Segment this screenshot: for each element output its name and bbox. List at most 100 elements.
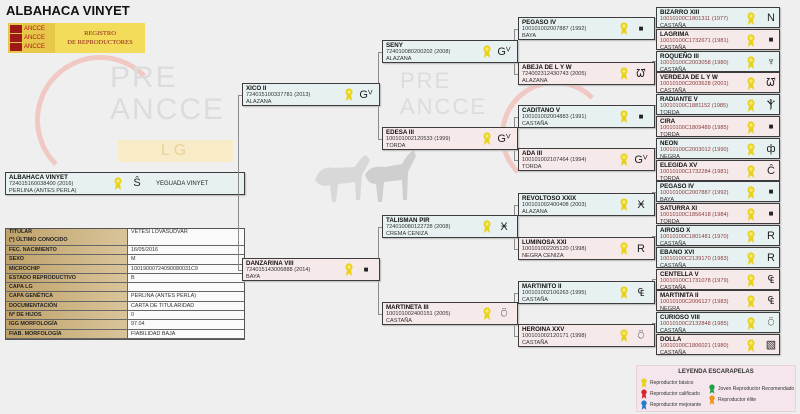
pedigree-horse-card[interactable]: HEROINA XXV 100101002120171 (1998) CASTAÑA… <box>518 324 655 347</box>
pedigree-horse-card[interactable]: ROQUEÑO III 10010100C2003058 (1980) CASTAÑ… <box>656 50 780 72</box>
pedigree-horse-card[interactable]: MARTINITO II 100101002106263 (1995) CASTAÑ… <box>518 281 655 304</box>
info-label: CAPA LG <box>6 283 128 292</box>
ribbon-yellow-icon <box>620 110 628 123</box>
pedigree-horse-card[interactable]: LAGRIMA 10010100C1732671 (1981) CASTAÑA ■ <box>656 28 780 50</box>
horse-id: 10010100C2003012 (1990) <box>660 146 729 153</box>
LYW-brand-icon: ᘺ <box>636 68 646 80</box>
horse-coat: NEGRA CENIZA <box>522 253 564 259</box>
ribbon-yellow-icon <box>620 67 628 80</box>
ribbon-icon <box>709 395 715 405</box>
CS-brand-icon: ₠ <box>637 287 645 299</box>
square-brand-icon: ■ <box>638 112 644 121</box>
pedigree-horse-card[interactable]: SATURRA XI 10010100C1856418 (1984) TORDA ■ <box>656 203 780 225</box>
pedigree-horse-card[interactable]: TALISMAN PIR 724010080122728 (2008) CREMA … <box>382 215 518 238</box>
horse-coat: CASTAÑA <box>660 241 687 246</box>
horse-coat: CASTAÑA <box>386 318 413 324</box>
ribbon-icon <box>709 384 715 394</box>
info-label: Nº DE HIJOS <box>6 311 128 320</box>
pedigree-horse-card[interactable]: SENY 724010080200202 (2008) ALAZANA Gⱽ <box>382 40 518 63</box>
horse-name: REVOLTOSO XXIX <box>522 195 577 202</box>
pedigree-horse-card[interactable]: EDESA III 100101002120533 (1999) TORDA Gⱽ <box>382 127 518 150</box>
horse-id: 100101002120171 (1998) <box>522 333 587 339</box>
horse-name: HEROINA XXV <box>522 326 565 333</box>
pedigree-horse-card[interactable]: CADITANO V 100101002004883 (1991) CASTAÑA ■ <box>518 105 655 128</box>
horse-id: 100101002106263 (1995) <box>522 290 587 296</box>
subject-horse-card[interactable]: ALBAHACA VINYET 724015160038400 (2016) P… <box>5 172 245 195</box>
horse-info-table: TITULAR (*) ÚLTIMO CONOCIDO VETESI LOVASU… <box>5 228 245 340</box>
pedigree-horse-card[interactable]: MARTINETA III 100101002400151 (2005) CASTA… <box>382 302 518 325</box>
ribbon-yellow-icon <box>620 286 628 299</box>
watermark-text: ANCCE <box>400 94 488 119</box>
square-brand-icon: ■ <box>768 122 774 131</box>
horse-name: CIRA <box>660 118 676 125</box>
legend-label: Reproductor básico <box>650 380 694 386</box>
watermark-text: ANCCE <box>110 93 226 126</box>
pedigree-horse-card[interactable]: CIRA 10010100C1809489 (1985) TORDA ■ <box>656 116 780 137</box>
horse-coat: ALAZANA <box>386 56 412 62</box>
connector-line <box>652 235 656 237</box>
ribbon-legend: LEYENDA ESCARAPELAS Reproductor básico Re… <box>636 365 796 412</box>
pedigree-horse-card[interactable]: XICO II 724015100337781 (2013) ALAZANA Gⱽ <box>242 83 380 106</box>
pedigree-horse-card[interactable]: NEON 10010100C2003012 (1990) NEGRA ф <box>656 137 780 159</box>
info-row: MICROCHIP 10019000724090080031C9 <box>6 264 244 274</box>
horse-name: ROQUEÑO III <box>660 52 699 60</box>
pedigree-horse-card[interactable]: PEGASO IV 10010100C2007887 (1992) BAYA ■ <box>656 181 780 203</box>
horse-id: 724015100337781 (2013) <box>246 92 311 98</box>
breeder-name: YEGUADA VINYET <box>156 181 209 187</box>
ribbon-yellow-icon <box>747 99 755 113</box>
pedigree-horse-card[interactable]: RADIANTE V 10010100C1881152 (1985) TORDA Ⲯ <box>656 94 780 116</box>
horse-name: CADITANO V <box>522 107 561 114</box>
pedigree-horse-card[interactable]: BIZARRO XIII 10010100C1801311 (1977) CASTA… <box>656 7 780 28</box>
pedigree-horse-card[interactable]: VERDEJA DE L Y W 10010100C2003628 (2001) C… <box>656 72 780 94</box>
pedigree-horse-card[interactable]: LUMINOSA XXI 100101002205120 (1998) NEGRA … <box>518 237 655 260</box>
pedigree-horse-card[interactable]: EBANO XVI 10010100C2139170 (1983) CASTAÑA R <box>656 246 780 268</box>
square-brand-icon: ■ <box>363 265 369 274</box>
pedigree-horse-card[interactable]: REVOLTOSO XXIX 100101002400408 (2003) ALAZ… <box>518 193 655 216</box>
info-row: CAPA GENÉTICA PERLINA (ANTES PERLA) <box>6 292 244 302</box>
horse-id: 10010100C2003628 (2001) <box>660 81 729 88</box>
connector-line <box>514 204 518 206</box>
pedigree-horse-card[interactable]: ELEGIDA XV 10010100C1732284 (1981) TORDA Ĉ <box>656 159 780 181</box>
ribbon-yellow-icon <box>747 230 755 243</box>
crown-brand-icon: ♆ <box>766 55 776 68</box>
info-row: Nº DE HIJOS 0 <box>6 311 244 321</box>
pedigree-horse-card[interactable]: ABEJA DE L Y W 724002312430743 (2005) ALAZ… <box>518 62 655 85</box>
info-value: PERLINA (ANTES PERLA) <box>128 292 244 301</box>
legend-label: Reproductor calificado <box>650 391 700 397</box>
ribbon-yellow-icon <box>345 88 353 101</box>
info-row: CAPA LG <box>6 283 244 293</box>
connector-line <box>652 61 656 63</box>
horse-id: 10010100C1801311 (1977) <box>660 16 729 22</box>
horse-coat: TORDA <box>660 110 680 116</box>
pedigree-horse-card[interactable]: CURIOSO VIII 10010100C2132848 (1985) CASTA… <box>656 312 780 334</box>
horse-name: MARTINITA II <box>660 292 699 300</box>
ancce-flags-logo: ANCCE ANCCE ANCCE <box>8 23 55 53</box>
pedigree-horse-card[interactable]: AIROSO X 10010100C1801481 (1970) CASTAÑA R <box>656 225 780 246</box>
ribbon-yellow-icon <box>345 263 353 276</box>
ribbon-yellow-icon <box>620 242 628 255</box>
horse-id: 10010100C1732671 (1981) <box>660 37 729 44</box>
horse-id: 10010100C2003058 (1980) <box>660 59 729 66</box>
connector-line <box>514 73 518 75</box>
horse-id: 100101002004883 (1991) <box>522 114 587 120</box>
horse-name: MARTINITO II <box>522 283 562 290</box>
C-brand-icon: Ĉ <box>767 164 775 177</box>
pedigree-horse-card[interactable]: CENTELLA V 10010100C1731078 (1979) CASTAÑA… <box>656 268 780 290</box>
watermark-text: PRE <box>400 68 452 93</box>
pedigree-horse-card[interactable]: DOLLA 10010100C1806021 (1980) CASTAÑA ▧ <box>656 334 780 355</box>
horse-name: MARTINETA III <box>386 304 429 311</box>
horse-name: AIROSO X <box>660 227 691 234</box>
pedigree-horse-card[interactable]: ADA III 100101002107464 (1994) TORDA Gⱽ <box>518 148 655 171</box>
CS-brand-icon: ₠ <box>767 295 775 308</box>
info-row: FEC. NACIMIENTO 16/05/2016 <box>6 246 244 256</box>
horse-coat: TORDA <box>522 164 542 170</box>
horse-coat: CASTAÑA <box>660 23 687 28</box>
horse-coat: TORDA <box>660 132 680 137</box>
pedigree-horse-card[interactable]: DANZARINA VIII 724015143006888 (2014) BAYA… <box>242 258 380 281</box>
pedigree-horse-card[interactable]: PEGASO IV 100101002007887 (1992) BAYA ■ <box>518 17 655 40</box>
ribbon-yellow-icon <box>747 34 755 47</box>
info-label: DOCUMENTACIÓN <box>6 301 128 311</box>
logo-text: ANCCE <box>10 24 53 33</box>
pedigree-horse-card[interactable]: MARTINITA II 10010100C2006127 (1983) NEGRA… <box>656 290 780 312</box>
ribbon-icon <box>641 378 647 388</box>
